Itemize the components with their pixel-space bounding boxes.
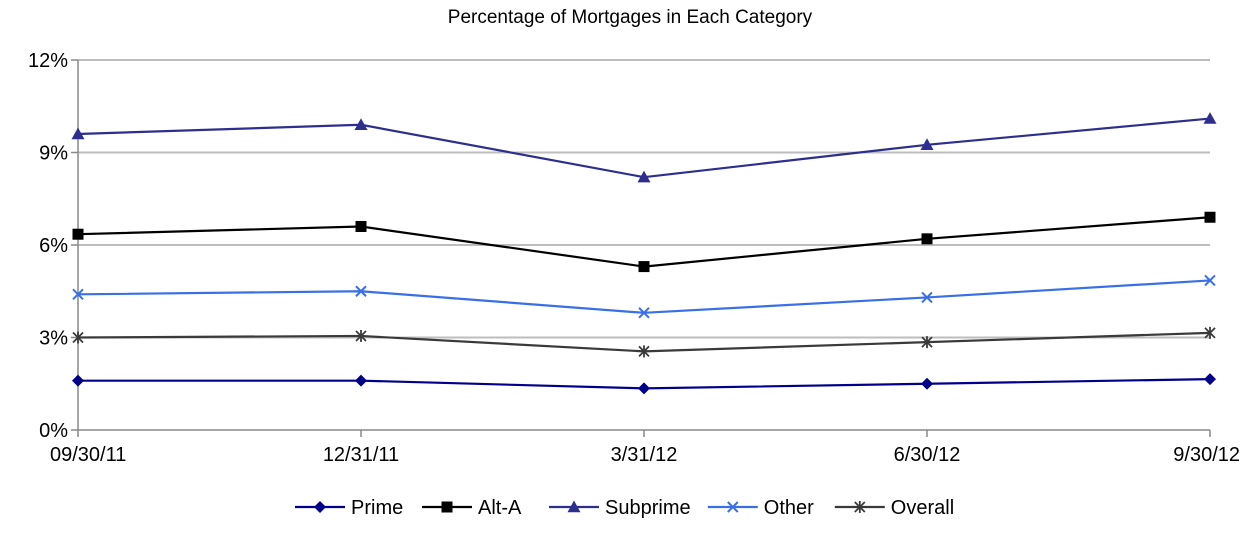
series-layer: [71, 112, 1217, 395]
data-point-overall: [355, 329, 367, 342]
data-point-alt-a: [72, 228, 84, 240]
data-point-prime: [638, 382, 650, 395]
series-other: [72, 274, 1216, 319]
series-line-other: [77, 279, 1211, 314]
legend-label: Prime: [351, 497, 403, 519]
legend: Prime Alt-A Subprime Other Overall: [295, 497, 954, 519]
data-point-subprime: [354, 118, 368, 130]
y-tick-label: 0%: [39, 420, 68, 442]
data-point-alt-a: [1204, 211, 1216, 223]
data-point-prime: [355, 374, 367, 387]
data-point-overall: [638, 345, 650, 358]
legend-item-alt-a: Alt-A: [422, 497, 522, 519]
series-subprime: [71, 112, 1217, 183]
data-point-subprime: [920, 138, 934, 150]
data-point-other: [72, 288, 84, 301]
legend-marker: [727, 501, 739, 513]
data-point-overall: [921, 336, 933, 349]
data-point-overall: [72, 331, 84, 344]
y-tick-label: 9%: [39, 143, 68, 165]
series-overall: [72, 326, 1216, 358]
data-point-overall: [1204, 326, 1216, 339]
data-point-other: [355, 285, 367, 297]
data-point-other: [638, 307, 650, 319]
legend-marker: [567, 500, 581, 513]
legend-label: Subprime: [605, 497, 691, 519]
axes: 0% 3% 6% 9% 12% 09/30/11 12/31/11 3/31/12 6/30/1…: [28, 50, 1240, 466]
x-tick-label: 3/31/12: [611, 444, 678, 466]
data-point-prime: [72, 374, 84, 387]
y-tick-label: 12%: [28, 50, 68, 72]
data-point-prime: [921, 377, 933, 390]
legend-marker: [314, 501, 326, 513]
chart-title: Percentage of Mortgages in Each Category: [448, 7, 813, 28]
data-point-subprime: [71, 127, 85, 140]
data-point-alt-a: [921, 233, 933, 245]
legend-label: Overall: [891, 497, 954, 519]
data-point-subprime: [1203, 112, 1217, 124]
data-point-other: [1204, 274, 1216, 287]
legend-item-other: Other: [707, 497, 814, 519]
data-point-alt-a: [355, 221, 367, 232]
legend-marker: [854, 501, 866, 513]
series-line-subprime: [77, 117, 1211, 179]
data-point-alt-a: [638, 261, 650, 273]
data-point-subprime: [637, 170, 651, 183]
gridlines: [78, 59, 1210, 339]
x-tick-label: 9/30/12: [1173, 444, 1240, 466]
legend-item-overall: Overall: [834, 497, 954, 519]
data-point-other: [921, 291, 933, 304]
legend-label: Alt-A: [478, 497, 522, 519]
y-tick-label: 3%: [39, 328, 68, 350]
series-prime: [72, 373, 1216, 395]
x-tick-label: 6/30/12: [894, 444, 961, 466]
data-point-prime: [1204, 373, 1216, 386]
legend-label: Other: [764, 497, 814, 519]
x-tick-label: 12/31/11: [323, 444, 399, 466]
legend-marker: [441, 501, 453, 513]
series-alt-a: [72, 211, 1216, 273]
legend-item-prime: Prime: [295, 497, 403, 519]
y-tick-label: 6%: [39, 235, 68, 257]
legend-item-subprime: Subprime: [549, 497, 691, 519]
x-tick-label: 09/30/11: [50, 444, 126, 466]
series-line-alt-a: [77, 216, 1211, 268]
